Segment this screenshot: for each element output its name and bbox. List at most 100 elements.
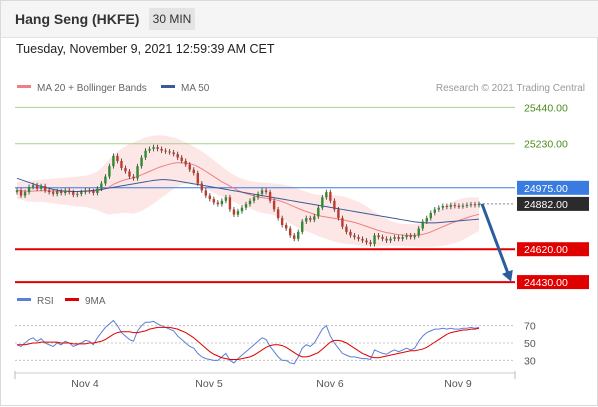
candle-body [385,238,388,241]
timeframe-badge[interactable]: 30 MIN [149,8,195,30]
candle-body [240,207,244,212]
candle-body [164,150,167,152]
candle-body [421,221,424,229]
candle-body [409,235,412,238]
x-tick-label-0: Nov 4 [71,378,99,390]
candle-body [268,192,272,201]
rsi-legend-swatch-1 [65,298,79,301]
candle-body [132,176,135,179]
candle-body [188,164,191,170]
candle-body [156,147,159,149]
candle-body [284,225,288,229]
candle-body [168,151,171,153]
candle-body [433,209,437,213]
candle-body [297,231,300,239]
x-tick-label-1: Nov 5 [195,378,223,390]
candle-body [453,205,457,207]
projection-arrow-head [502,269,513,282]
candle-body [140,157,143,167]
candle-body [68,190,71,193]
candle-body [248,200,252,205]
rsi-tick-1: 50 [524,338,536,350]
candle-body [469,204,473,206]
candle-body [264,190,268,193]
price-level-tag-3 [517,196,589,211]
candle-body [381,237,384,239]
candle-body [325,192,328,198]
candle-body [224,197,228,201]
candle-body [393,237,396,239]
candle-body [260,190,264,194]
candle-body [337,209,340,219]
candle-body [172,152,175,155]
candle-body [76,193,79,195]
candle-body [192,169,195,174]
candle-body [39,186,43,189]
rsi-ma-line [17,326,480,360]
candle-body [236,211,240,215]
candle-body [208,195,212,200]
candle-body [256,193,260,198]
candle-body [309,218,312,220]
candle-body [27,186,31,193]
candle-body [228,197,232,210]
candle-body [47,190,51,193]
candle-body [244,204,248,208]
candle-body [176,154,179,158]
candle-body [128,171,131,177]
x-tick-label-3: Nov 9 [444,378,472,390]
candle-body [321,197,324,208]
candle-body [212,199,216,203]
candle-body [413,235,416,238]
price-level-label-4: 24620.00 [524,244,568,256]
candle-body [104,176,107,184]
candle-body [19,190,23,196]
candle-body [365,240,368,243]
candle-body [357,237,360,239]
price-level-tag-2 [517,180,589,195]
legend-label-0: MA 20 + Bollinger Bands [37,83,147,94]
rsi-line [16,319,480,365]
candle-body [15,190,19,193]
candle-body [31,185,35,187]
candle-body [108,166,111,177]
projection-arrow-shaft [480,203,511,277]
candle-body [55,191,59,194]
candle-body [80,192,83,194]
candle-body [361,238,364,241]
candle-body [43,186,47,191]
price-level-tag-5 [517,275,589,290]
candle-body [341,218,344,227]
price-level-label-1: 25230.00 [524,139,568,151]
candle-body [377,235,380,238]
price-level-label-3: 24882.00 [524,199,568,211]
candle-body [477,203,481,206]
price-level-label-2: 24975.00 [524,183,568,195]
candle-body [152,147,155,149]
candle-body [461,205,465,207]
candle-body [232,209,236,215]
candle-body [293,235,296,239]
watermark: Research © 2021 Trading Central [436,83,585,94]
candle-body [88,190,91,192]
candle-body [112,155,115,167]
bollinger-band [17,135,479,247]
candle-body [276,209,280,219]
candle-body [144,150,147,158]
candle-body [96,188,99,193]
candle-body [64,190,67,193]
candle-body [445,205,449,207]
candle-body [437,207,441,210]
candle-body [59,191,63,193]
candle-body [204,190,208,196]
candle-body [136,166,139,179]
chart-header: Hang Seng (HKFE) 30 MIN [1,1,598,38]
legend-label-1: MA 50 [181,83,210,94]
candle-body [473,204,477,206]
candle-body [100,183,103,189]
rsi-legend-swatch-0 [17,298,31,301]
candle-body [92,191,95,193]
legend-swatch-1 [161,85,175,88]
